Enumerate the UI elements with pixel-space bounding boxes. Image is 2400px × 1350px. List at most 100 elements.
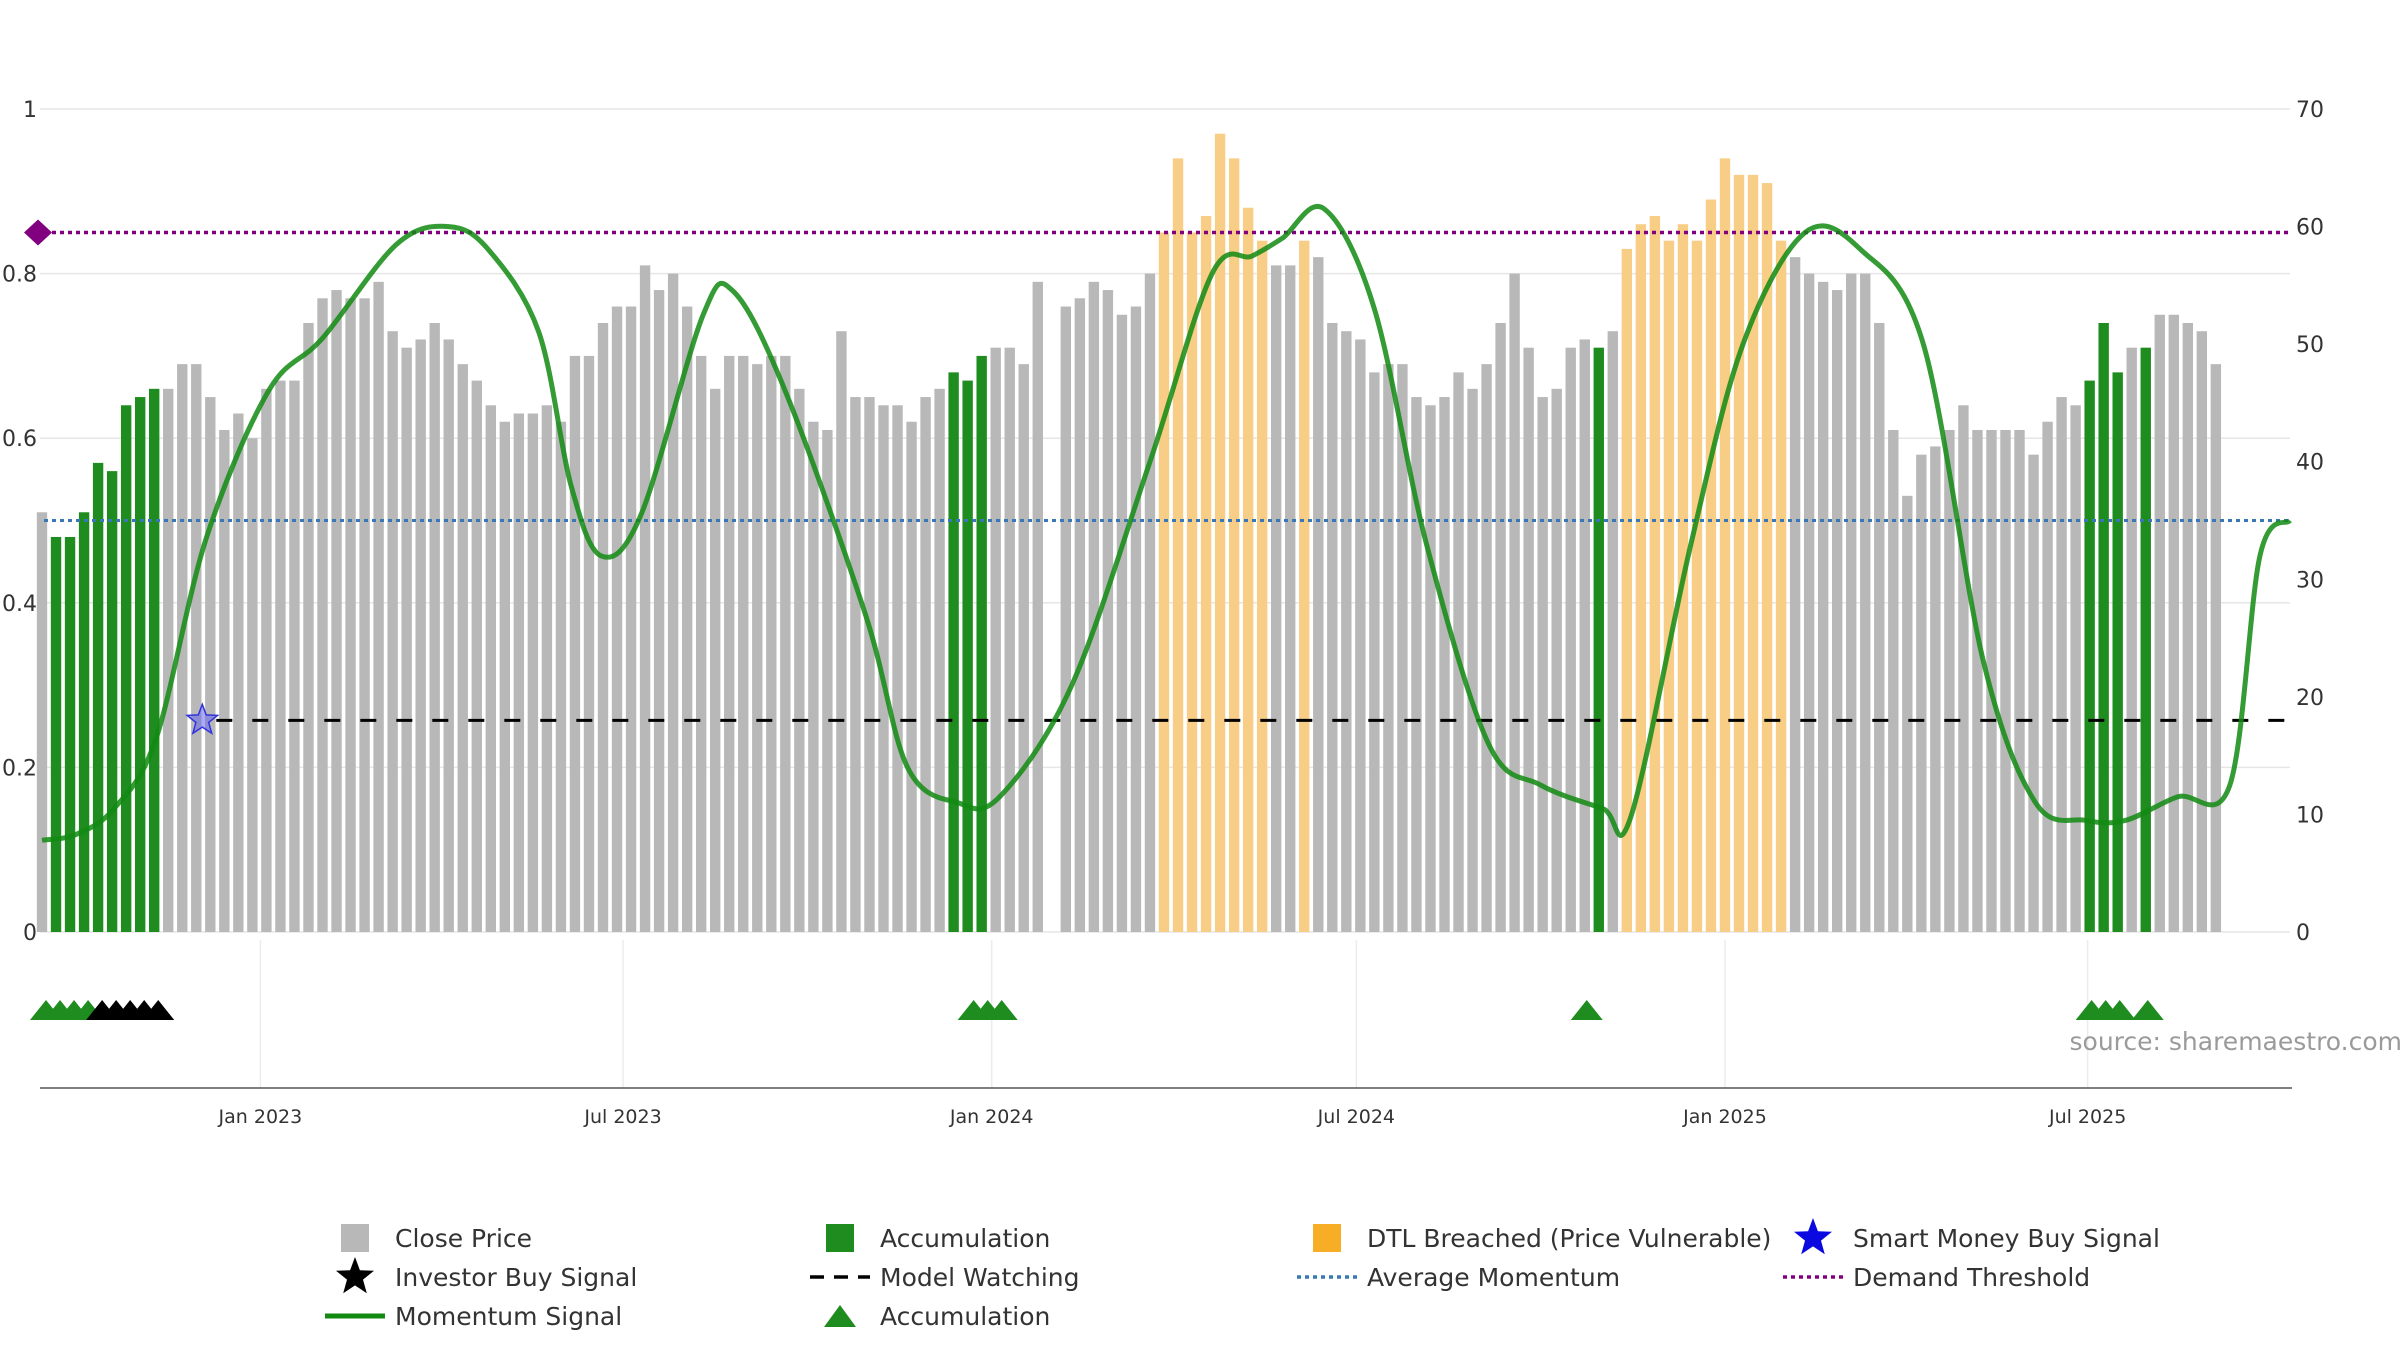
close-price-bar bbox=[1958, 405, 1969, 932]
close-price-bar bbox=[1523, 347, 1534, 932]
close-price-bar bbox=[1088, 281, 1100, 933]
close-price-bar bbox=[1467, 388, 1478, 932]
momentum-signal-line bbox=[41, 204, 2292, 843]
signal-markers bbox=[30, 702, 2164, 1020]
y-right-tick-label: 70 bbox=[2296, 98, 2324, 123]
reference-lines bbox=[24, 204, 2292, 843]
close-price-bar bbox=[1537, 397, 1548, 932]
close-price-bar bbox=[2168, 314, 2179, 932]
close-price-bar bbox=[1060, 306, 1072, 932]
close-price-bar bbox=[864, 397, 875, 932]
close-price-bar bbox=[443, 339, 454, 932]
close-price-bar bbox=[485, 405, 496, 932]
close-price-bar bbox=[191, 364, 202, 932]
close-price-bar bbox=[513, 413, 525, 932]
close-price-bar bbox=[303, 322, 314, 933]
dtl-bar bbox=[1691, 240, 1703, 932]
close-price-bar bbox=[219, 429, 230, 932]
close-price-bar bbox=[1355, 339, 1366, 932]
close-price-bar bbox=[1803, 273, 1815, 933]
accumulation-bar bbox=[962, 380, 973, 933]
close-price-bar bbox=[1397, 364, 1408, 932]
close-price-bar bbox=[2154, 314, 2165, 932]
close-price-bar bbox=[892, 405, 903, 932]
close-price-bar bbox=[1874, 322, 1885, 933]
close-price-bar bbox=[990, 347, 1001, 932]
legend-label-accumulation_marker: Accumulation bbox=[880, 1302, 1050, 1331]
close-price-bar bbox=[1944, 429, 1955, 932]
bars-layer bbox=[36, 133, 2222, 933]
close-price-bar bbox=[794, 388, 805, 932]
close-price-bar bbox=[780, 355, 791, 932]
close-price-bar bbox=[205, 397, 216, 932]
y-right-tick-label: 50 bbox=[2296, 333, 2324, 358]
x-tick-label: Jan 2024 bbox=[949, 1106, 1034, 1128]
accumulation-bar bbox=[134, 397, 146, 932]
demand-threshold-diamond bbox=[24, 219, 52, 246]
close-price-bar bbox=[906, 421, 917, 932]
close-price-bar bbox=[387, 331, 398, 933]
close-price-bar bbox=[1411, 397, 1422, 932]
legend-label-average_momentum: Average Momentum bbox=[1367, 1263, 1620, 1292]
close-price-bar bbox=[625, 306, 637, 932]
accumulation-bar bbox=[120, 405, 132, 932]
dtl-bar bbox=[1214, 133, 1226, 932]
legend: Close Price Accumulation DTL Breached (Pri… bbox=[325, 1218, 2160, 1331]
close-price-bar bbox=[2000, 429, 2011, 932]
close-price-bar bbox=[850, 397, 861, 932]
y-right-tick-label: 10 bbox=[2296, 803, 2324, 828]
close-price-bar bbox=[1846, 273, 1857, 933]
close-price-bar bbox=[667, 273, 679, 933]
close-price-bar bbox=[934, 388, 945, 932]
close-price-bar bbox=[1341, 331, 1352, 933]
close-price-bar bbox=[401, 347, 412, 932]
x-tick-label: Jul 2023 bbox=[583, 1106, 661, 1128]
dtl-bar bbox=[1649, 215, 1661, 933]
close-price-bar bbox=[317, 298, 328, 932]
close-price-bar bbox=[808, 421, 819, 932]
accumulation-bar bbox=[1593, 347, 1604, 932]
legend-label-dtl: DTL Breached (Price Vulnerable) bbox=[1367, 1224, 1771, 1253]
y-left-tick-label: 0.8 bbox=[2, 263, 37, 288]
close-price-bar bbox=[2028, 454, 2039, 932]
close-price-bar bbox=[1327, 322, 1338, 933]
legend-swatch-close_price bbox=[341, 1224, 369, 1252]
y-right-tick-label: 60 bbox=[2296, 216, 2324, 241]
accumulation-triangle bbox=[985, 1000, 1018, 1020]
close-price-bar bbox=[1481, 364, 1492, 932]
dtl-bar bbox=[1747, 174, 1759, 933]
close-price-bar bbox=[1495, 322, 1506, 933]
close-price-bar bbox=[289, 380, 300, 933]
smart-money-buy-signal-star bbox=[185, 702, 220, 736]
close-price-bar bbox=[429, 322, 440, 933]
close-price-bar bbox=[1930, 446, 1941, 932]
close-price-bar bbox=[1860, 273, 1871, 933]
close-price-bar bbox=[275, 380, 286, 933]
close-price-bar bbox=[555, 421, 567, 932]
close-price-bar bbox=[1439, 397, 1450, 932]
dtl-bar bbox=[1663, 240, 1675, 932]
close-price-bar bbox=[359, 298, 370, 932]
x-tick-label: Jul 2025 bbox=[2048, 1106, 2126, 1128]
legend-swatch-smart_money bbox=[1794, 1218, 1832, 1255]
dtl-bar bbox=[1158, 232, 1170, 932]
close-price-bar bbox=[261, 388, 272, 932]
close-price-bar bbox=[36, 512, 48, 932]
close-price-bar bbox=[681, 306, 693, 932]
y-left-tick-label: 0.6 bbox=[2, 427, 37, 452]
accumulation-triangle bbox=[2103, 1000, 2136, 1020]
close-price-bar bbox=[1032, 281, 1043, 933]
close-price-bar bbox=[2196, 331, 2208, 933]
dtl-bar bbox=[1186, 232, 1198, 932]
dtl-bar bbox=[1200, 215, 1212, 933]
close-price-bar bbox=[1313, 257, 1324, 932]
dtl-bar bbox=[1733, 174, 1745, 933]
close-price-bar bbox=[611, 306, 623, 932]
close-price-bar bbox=[1285, 265, 1296, 932]
y-left-tick-label: 0.4 bbox=[2, 592, 37, 617]
close-price-bar bbox=[1817, 281, 1829, 933]
close-price-bar bbox=[724, 355, 735, 932]
close-price-bar bbox=[1130, 306, 1142, 932]
close-price-bar bbox=[499, 421, 511, 932]
